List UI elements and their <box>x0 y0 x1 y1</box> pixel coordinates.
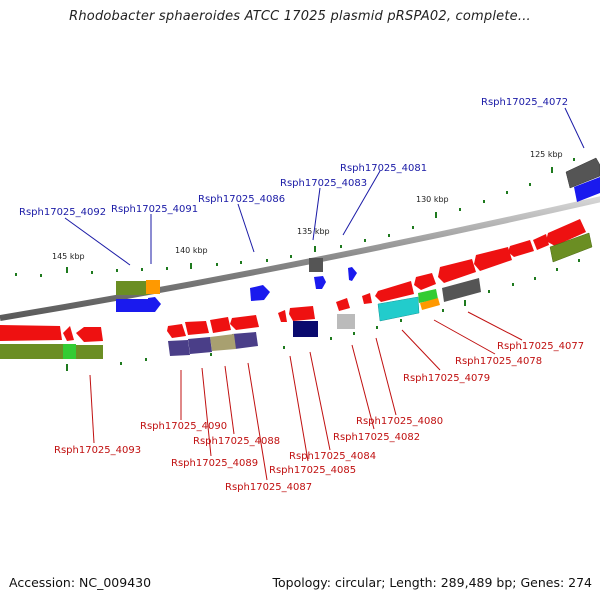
label-lines-top <box>64 107 585 266</box>
gene-4092-blue <box>116 299 148 312</box>
gene-label-4079: Rsph17025_4079 <box>403 373 490 384</box>
scale-ticks-inner <box>66 259 580 371</box>
topology-text: Topology: circular; Length: 289,489 bp; … <box>272 575 593 590</box>
gene-4086-blue <box>250 285 270 301</box>
gene-label-4088: Rsph17025_4088 <box>193 436 280 447</box>
gene-4083-dark <box>309 258 323 272</box>
gene-label-4084: Rsph17025_4084 <box>289 451 376 462</box>
forward-genes <box>116 157 600 312</box>
gene-label-4077: Rsph17025_4077 <box>497 341 584 352</box>
gene-label-4090: Rsph17025_4090 <box>140 421 227 432</box>
gene-label-4092: Rsph17025_4092 <box>19 207 106 218</box>
gene-4091-orange <box>146 280 160 294</box>
gene-label-4086: Rsph17025_4086 <box>198 194 285 205</box>
gene-4081-blue <box>348 267 357 281</box>
gene-4091-olive <box>116 281 148 295</box>
gene-label-4080: Rsph17025_4080 <box>356 416 443 427</box>
plasmid-backbone <box>0 196 600 321</box>
scale-label-130: 130 kbp <box>416 195 449 204</box>
gene-label-4082: Rsph17025_4082 <box>333 432 420 443</box>
gene-labels-top: Rsph17025_4072 Rsph17025_4081 Rsph17025_… <box>19 97 568 218</box>
map-title: Rhodobacter sphaeroides ATCC 17025 plasm… <box>69 9 531 24</box>
scale-label-135: 135 kbp <box>297 227 330 236</box>
scale-label-145: 145 kbp <box>52 252 85 261</box>
gene-4072-blue <box>574 177 600 202</box>
accession-text: Accession: NC_009430 <box>9 575 152 590</box>
reverse-genes-right <box>0 219 586 342</box>
gene-label-4078: Rsph17025_4078 <box>455 356 542 367</box>
scale-label-140: 140 kbp <box>175 246 208 255</box>
gene-label-4087: Rsph17025_4087 <box>225 482 312 493</box>
gene-label-4085: Rsph17025_4085 <box>269 465 356 476</box>
gene-4083-blue <box>314 276 326 289</box>
scale-ticks-outer <box>15 158 575 277</box>
gene-label-4072: Rsph17025_4072 <box>481 97 568 108</box>
gene-label-4089: Rsph17025_4089 <box>171 458 258 469</box>
reverse-genes-colored <box>0 232 593 359</box>
scale-label-125: 125 kbp <box>530 150 563 159</box>
gene-4072-dark <box>565 157 600 189</box>
gene-label-4081: Rsph17025_4081 <box>340 163 427 174</box>
gene-label-4091: Rsph17025_4091 <box>111 204 198 215</box>
gene-label-4093: Rsph17025_4093 <box>54 445 141 456</box>
gene-label-4083: Rsph17025_4083 <box>280 178 367 189</box>
gene-4091-blue <box>148 297 161 312</box>
label-lines-bottom <box>89 311 523 481</box>
gene-labels-bottom: Rsph17025_4077 Rsph17025_4078 Rsph17025_… <box>54 341 584 493</box>
